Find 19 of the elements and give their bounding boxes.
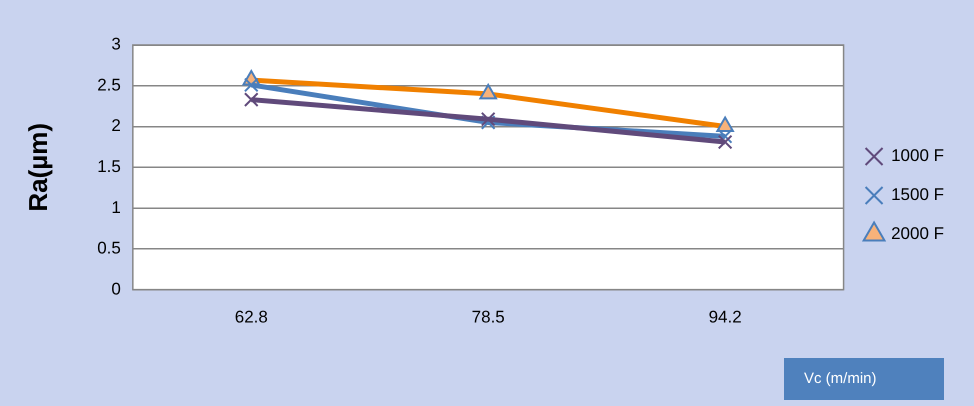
- y-tick-label: 2.5: [97, 75, 121, 94]
- y-tick-label: 0.5: [97, 238, 121, 258]
- y-tick-label: 1: [111, 198, 121, 217]
- y-tick-label: 3: [111, 34, 121, 54]
- x-axis-title: Vc (m/min): [784, 358, 944, 400]
- legend-label: 1500 F: [891, 185, 944, 204]
- y-tick-label: 0: [111, 279, 121, 298]
- x-tick-label: 94.2: [708, 307, 742, 326]
- legend-label: 2000 F: [891, 224, 944, 244]
- y-tick-label: 1.5: [97, 156, 121, 176]
- point: [718, 134, 732, 150]
- x-tick-label: 62.8: [234, 307, 268, 326]
- y-tick-label: 2: [111, 116, 121, 136]
- point: [244, 92, 259, 107]
- point: [480, 112, 496, 127]
- legend-label: 1000 F: [891, 146, 944, 166]
- x-tick-label: 78.5: [472, 307, 505, 326]
- y-axis-title: Ra(µm): [22, 122, 53, 212]
- point: [244, 78, 259, 92]
